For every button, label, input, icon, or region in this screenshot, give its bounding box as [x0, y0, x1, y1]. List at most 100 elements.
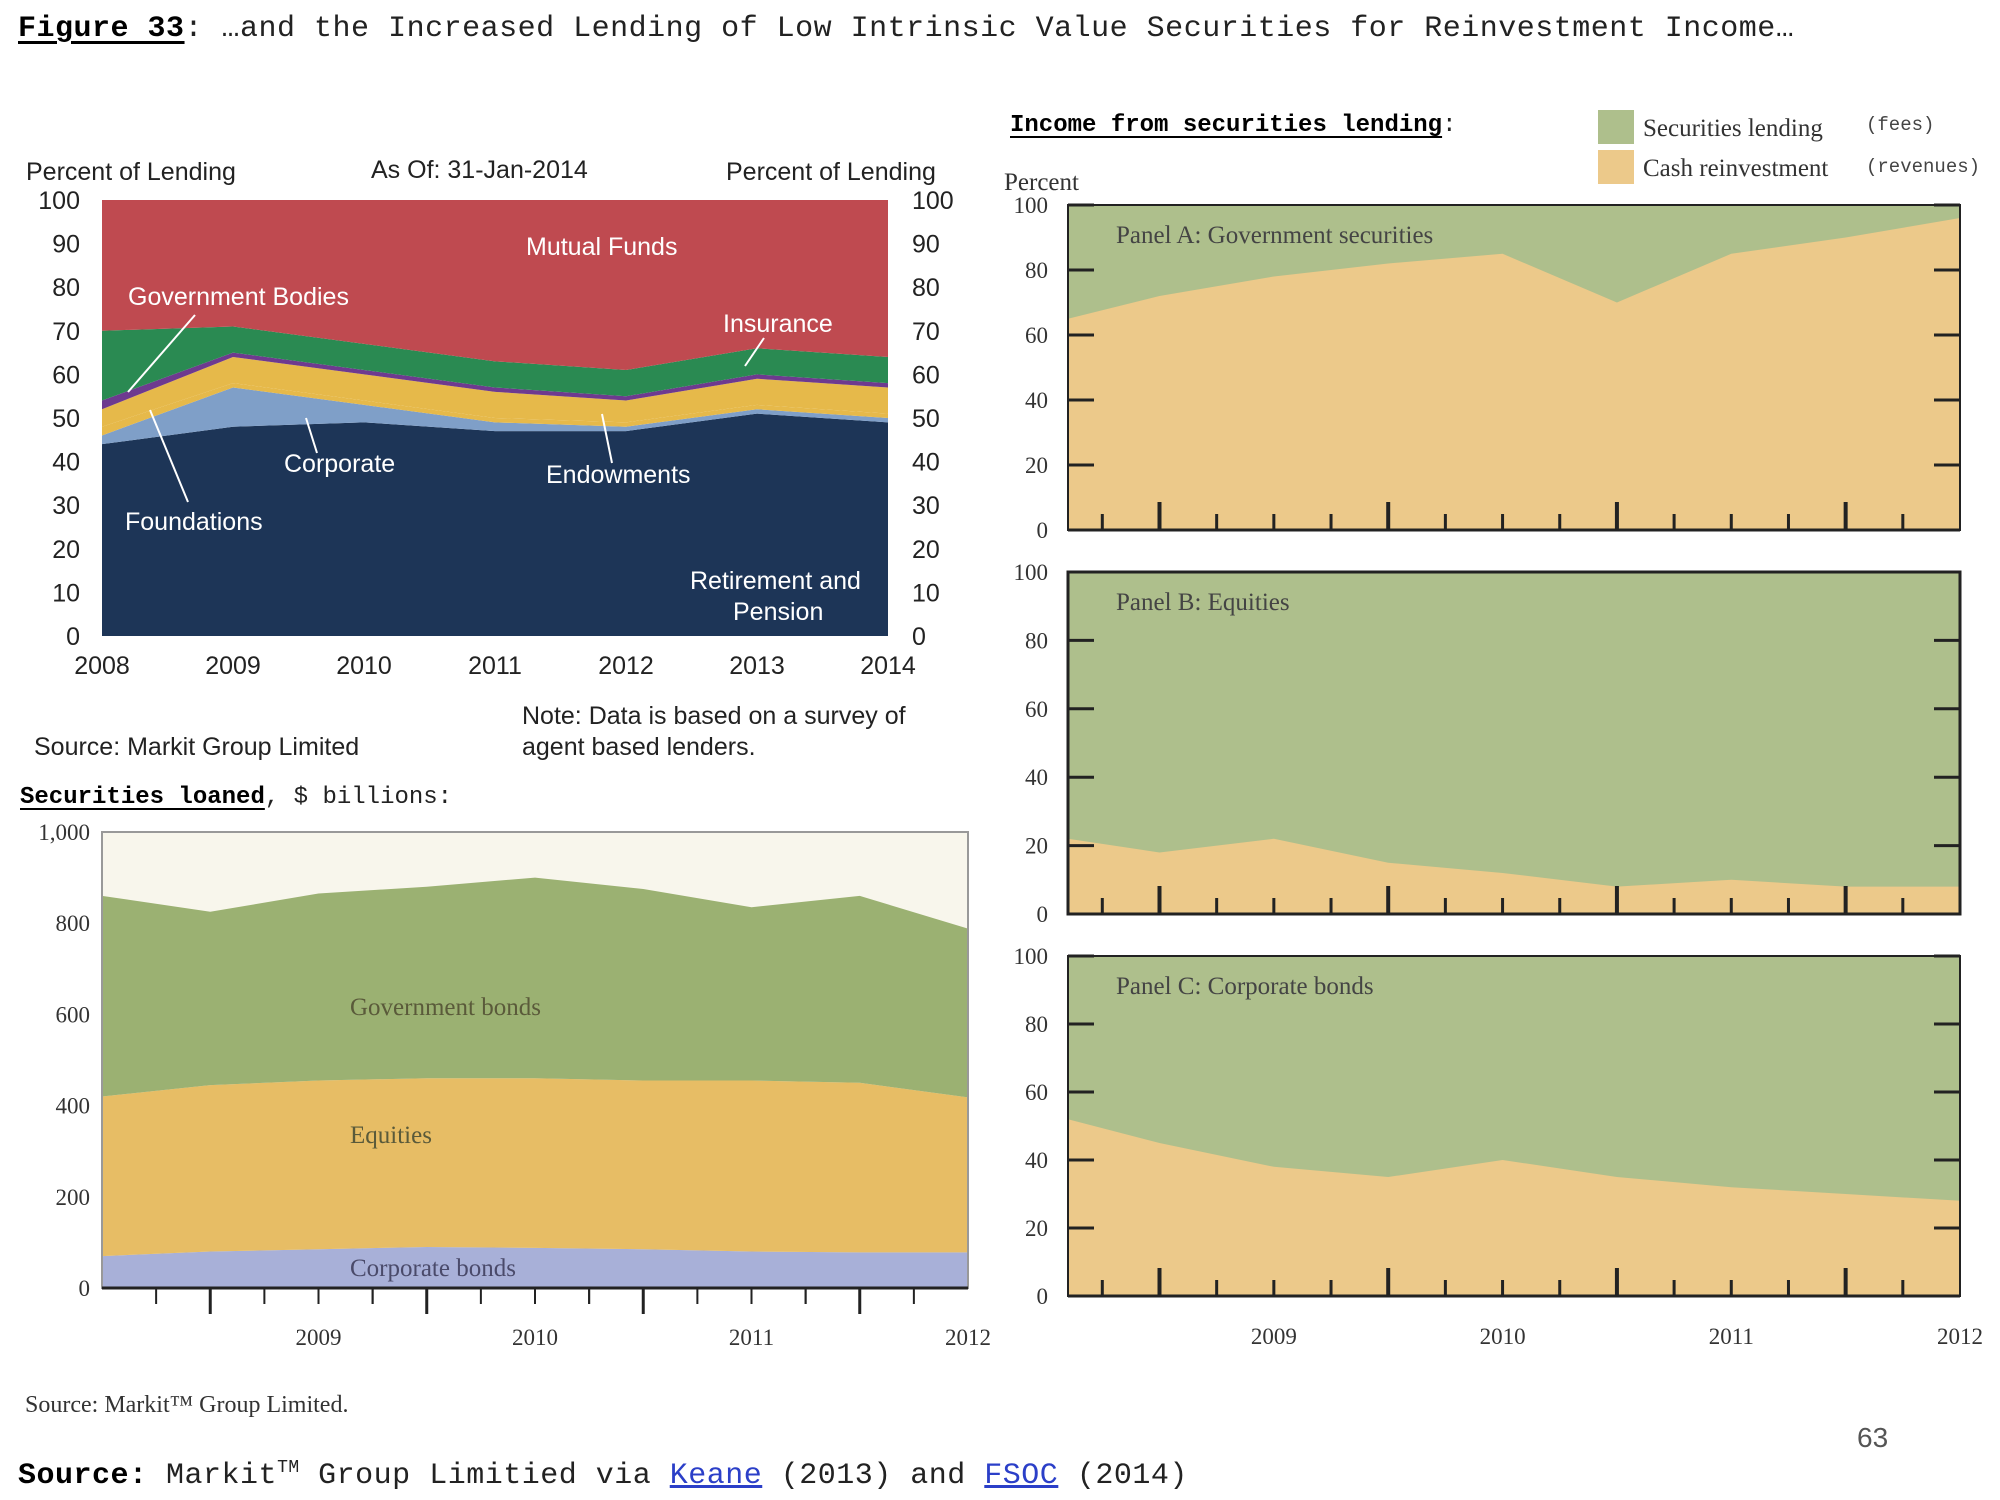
panel-ytick-20: 20 — [1025, 1216, 1048, 1241]
securities-loaned-title: Securities loaned — [20, 784, 265, 811]
c2-xtick-2010: 2010 — [512, 1325, 558, 1350]
xtick-2008: 2008 — [74, 652, 130, 680]
panel-ytick-60: 60 — [1025, 697, 1048, 722]
c2-xtick-2012: 2012 — [945, 1325, 991, 1350]
arrow-government-bodies — [127, 314, 196, 393]
ytick-right-30: 30 — [912, 492, 940, 520]
label-retirement-l2: Pension — [733, 598, 823, 626]
link-fsoc[interactable]: FSOC — [984, 1459, 1059, 1493]
ytick-left-0: 0 — [66, 623, 80, 651]
lending-ylabel-right: Percent of Lending — [726, 158, 936, 186]
ytick-right-50: 50 — [912, 405, 940, 433]
panel-ytick-40: 40 — [1025, 388, 1048, 413]
legend-label-fees: Securities lending — [1643, 115, 1823, 142]
source-trademark: TM — [277, 1458, 300, 1478]
panel-xtick-2012: 2012 — [1937, 1324, 1983, 1349]
panel-ytick-100: 100 — [1014, 944, 1049, 969]
ytick-right-40: 40 — [912, 449, 940, 477]
panel-ytick-60: 60 — [1025, 1080, 1048, 1105]
label-mutual-funds: Mutual Funds — [526, 233, 677, 261]
arrow-endowments — [601, 413, 613, 464]
panel-cash-reinvestment-area — [1068, 838, 1960, 914]
securities-loaned-suffix: , $ billions: — [264, 784, 453, 811]
c2-ytick-400: 400 — [56, 1094, 91, 1119]
ytick-left-40: 40 — [52, 449, 80, 477]
source-year2: (2014) — [1058, 1459, 1188, 1493]
ytick-right-0: 0 — [912, 623, 926, 651]
securities-loaned-areas — [102, 877, 968, 1288]
area-insurance — [102, 326, 888, 401]
lending-note-l2: agent based lenders. — [522, 733, 756, 761]
arrow-corporate — [305, 417, 318, 454]
bottom-source-label: Source: — [18, 1459, 148, 1493]
ytick-left-30: 30 — [52, 492, 80, 520]
lending-area-series — [102, 200, 888, 636]
label-government-bodies: Government Bodies — [128, 283, 349, 311]
bottom-source: Source: MarkitTM Group Limitied via Kean… — [18, 1458, 1188, 1493]
ytick-right-80: 80 — [912, 274, 940, 302]
income-title: Income from securities lending — [1010, 112, 1443, 139]
panel-ytick-100: 100 — [1014, 560, 1049, 585]
xtick-2014: 2014 — [860, 652, 916, 680]
label-corporate-bonds: Corporate bonds — [350, 1255, 516, 1282]
c2-xtick-2011: 2011 — [729, 1325, 774, 1350]
panel-xtick-2011: 2011 — [1709, 1324, 1754, 1349]
lending-note-l1: Note: Data is based on a survey of — [522, 702, 906, 730]
ytick-right-90: 90 — [912, 231, 940, 259]
lending-ylabel-left: Percent of Lending — [26, 158, 236, 186]
arrow-foundations — [149, 409, 189, 503]
label-foundations: Foundations — [125, 508, 263, 536]
legend-note-revenues: (revenues) — [1866, 156, 1980, 178]
arrow-insurance — [744, 337, 765, 367]
c2-ytick-200: 200 — [56, 1185, 91, 1210]
figure-label: Figure 33 — [18, 12, 185, 46]
lending-by-lender-chart: 0 0 10 10 20 20 30 30 40 40 50 50 60 60 70 70 80 80 90 90 10… — [26, 156, 954, 761]
c2-ytick-0: 0 — [79, 1276, 91, 1301]
xtick-2010: 2010 — [336, 652, 392, 680]
ytick-left-10: 10 — [52, 579, 80, 607]
figure-title: Figure 33: …and the Increased Lending of… — [18, 12, 1794, 46]
c2-ytick-1,000: 1,000 — [38, 820, 90, 845]
ytick-left-70: 70 — [52, 318, 80, 346]
panel-xtick-2009: 2009 — [1251, 1324, 1297, 1349]
panel-ytick-80: 80 — [1025, 258, 1048, 283]
panel-corporate-bonds: Panel C: Corporate bonds 0 20 40 60 80 100 2009… — [1014, 944, 1984, 1349]
securities-loaned-source: Source: Markit™ Group Limited. — [25, 1392, 348, 1418]
panel-xtick-2010: 2010 — [1480, 1324, 1526, 1349]
label-insurance: Insurance — [723, 310, 833, 338]
panel-ytick-100: 100 — [1014, 193, 1049, 218]
panel-ytick-20: 20 — [1025, 453, 1048, 478]
xtick-2009: 2009 — [205, 652, 261, 680]
area-retirement-pension — [102, 413, 888, 636]
panel-ytick-40: 40 — [1025, 765, 1048, 790]
area-government-bodies — [102, 352, 888, 410]
income-ylabel: Percent — [1004, 169, 1079, 196]
income-panels: Panel A: Government securities 0 20 40 60 80 1… — [1014, 193, 1984, 1349]
panel-ytick-40: 40 — [1025, 1148, 1048, 1173]
panel-cash-reinvestment-area — [1068, 218, 1960, 530]
income-heading: Income from securities lending: — [1010, 112, 1456, 139]
securities-loaned-heading: Securities loaned, $ billions: — [20, 784, 452, 811]
panel-title: Panel A: Government securities — [1116, 222, 1433, 249]
panel-ytick-20: 20 — [1025, 834, 1048, 859]
panel-title: Panel C: Corporate bonds — [1116, 973, 1374, 1000]
ytick-right-10: 10 — [912, 579, 940, 607]
area-equities — [102, 1078, 968, 1257]
label-corporate: Corporate — [284, 450, 395, 478]
ytick-left-60: 60 — [52, 361, 80, 389]
ytick-left-80: 80 — [52, 274, 80, 302]
xtick-2011: 2011 — [468, 652, 522, 680]
panel-ytick-0: 0 — [1037, 518, 1049, 543]
legend-note-fees: (fees) — [1866, 114, 1934, 136]
panel-ytick-60: 60 — [1025, 323, 1048, 348]
area-foundations — [102, 383, 888, 436]
ytick-right-60: 60 — [912, 361, 940, 389]
link-keane[interactable]: Keane — [669, 1459, 763, 1493]
label-retirement-l1: Retirement and — [690, 567, 861, 595]
ytick-right-100: 100 — [912, 187, 954, 215]
legend-label-revenues: Cash reinvestment — [1643, 155, 1828, 182]
c2-xtick-2009: 2009 — [296, 1325, 342, 1350]
income-legend: Securities lending (fees) Cash reinvestm… — [1598, 110, 1980, 184]
source-text-mid: Group Limitied via — [299, 1459, 670, 1493]
legend-swatch-revenues — [1598, 150, 1634, 184]
